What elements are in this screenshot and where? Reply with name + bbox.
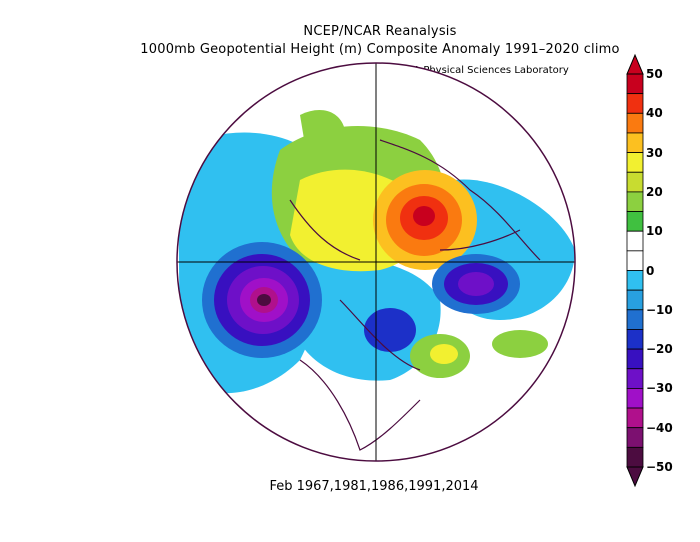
colorbar-cell (626, 387, 644, 409)
siberia-high-core (413, 206, 435, 226)
colorbar-cell (626, 93, 644, 114)
colorbar-cell (626, 427, 644, 448)
colorbar-cell (626, 368, 644, 389)
colorbar-tick-label: −30 (646, 381, 673, 396)
colorbar-cell (626, 289, 644, 311)
pacific-low-core (257, 294, 271, 306)
colorbar-cell (626, 152, 644, 173)
colorbar-cell (626, 112, 644, 134)
colorbar-tick-label: −40 (646, 420, 673, 435)
colorbar-cell (626, 407, 644, 429)
atlantic-low-l3 (458, 272, 494, 296)
colorbar-cell (626, 250, 644, 271)
colorbar-tick-label: 0 (646, 263, 655, 278)
colorbar-tick-label: −20 (646, 342, 673, 357)
title-line-2: 1000mb Geopotential Height (m) Composite… (140, 42, 620, 57)
hudson-low (364, 308, 416, 352)
colorbar-tick-label: −10 (646, 302, 673, 317)
map-boundary (176, 62, 576, 462)
colorbar-tick-label: 50 (646, 67, 663, 81)
colorbar-tick-label: 10 (646, 224, 663, 239)
map-fill (177, 63, 575, 461)
colorbar-cell (626, 132, 644, 153)
colorbar-top-arrow (626, 53, 644, 75)
colorbar-cell (626, 446, 644, 468)
colorbar-cell (626, 348, 644, 370)
credit-label: NOAA Physical Sciences Laboratory (391, 65, 569, 76)
west-atlantic-positive-inner (430, 344, 458, 364)
colorbar-cell (626, 73, 644, 95)
title-line-1: NCEP/NCAR Reanalysis (303, 24, 457, 39)
mid-atlantic-green (492, 330, 548, 358)
colorbar-cell (626, 211, 644, 232)
colorbar-cell (626, 171, 644, 193)
colorbar-cell (626, 191, 644, 212)
colorbar-tick-label: 20 (646, 184, 663, 199)
region-arctic-top-green (300, 110, 345, 150)
date-list: Feb 1967,1981,1986,1991,2014 (269, 479, 479, 494)
colorbar-cell (626, 329, 644, 350)
colorbar-bottom-arrow (626, 466, 644, 488)
colorbar-tick-label: −50 (646, 460, 673, 474)
region-canada-blue (290, 256, 441, 381)
colorbar-tick-label: 40 (646, 106, 663, 121)
colorbar-tick-label: 30 (646, 145, 663, 160)
colorbar-cell (626, 230, 644, 252)
colorbar-cell (626, 270, 644, 291)
colorbar-cell (626, 309, 644, 330)
